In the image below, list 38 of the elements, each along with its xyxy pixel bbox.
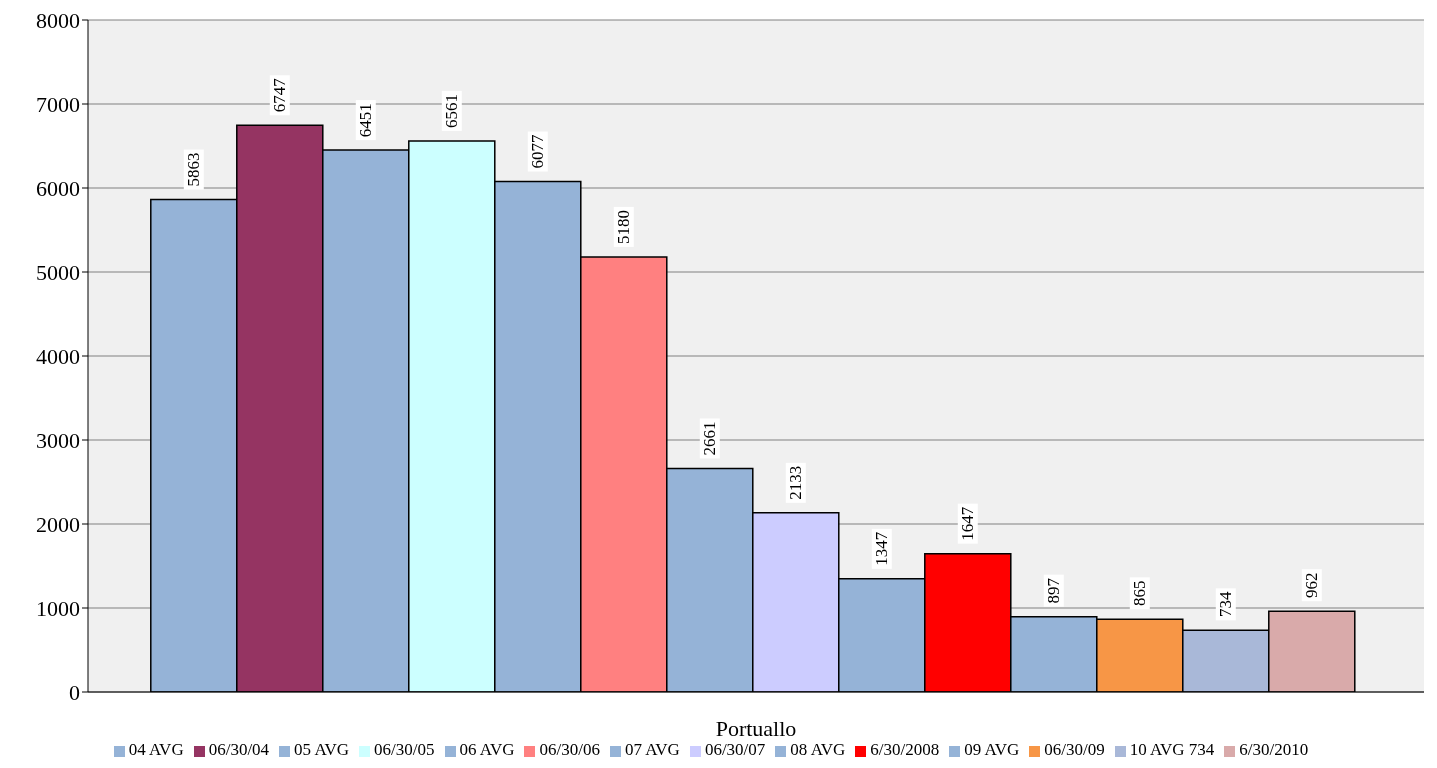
data-label: 1347: [872, 531, 892, 566]
y-tick-label: 6000: [36, 175, 80, 201]
data-label: 6747: [270, 77, 290, 113]
y-tick-label: 1000: [36, 595, 80, 621]
y-tick-label: 3000: [36, 427, 80, 453]
data-label: 6077: [528, 134, 548, 169]
legend-label: 06/30/04: [208, 740, 270, 759]
data-label: 5180: [614, 209, 634, 244]
data-label: 897: [1044, 577, 1064, 604]
y-tick-label: 5000: [36, 259, 80, 285]
data-label: 6451: [356, 103, 376, 138]
data-label: 962: [1302, 572, 1322, 598]
legend-label: 06 AVG: [459, 740, 515, 759]
legend-label: 07 AVG: [624, 740, 680, 759]
y-tick-label: 0: [69, 679, 80, 705]
legend-label: 05 AVG: [294, 740, 350, 759]
legend-label: 06/30/05: [374, 740, 435, 759]
legend-label: 6/30/2010: [1239, 740, 1309, 759]
legend-label: 6/30/2008: [870, 740, 940, 759]
data-label: 865: [1130, 580, 1150, 607]
y-tick-label: 8000: [36, 7, 80, 33]
legend-label: 10 AVG 734: [1129, 740, 1215, 759]
data-label: 2661: [700, 421, 720, 456]
data-label: 734: [1216, 591, 1236, 618]
y-tick-label: 4000: [36, 343, 80, 369]
legend-label: 04 AVG: [128, 740, 184, 759]
legend-label: 06/30/06: [539, 740, 600, 759]
x-tick-label: Portuallo: [715, 715, 797, 741]
legend-label: 08 AVG: [790, 740, 846, 759]
data-label: 2133: [786, 465, 806, 500]
y-tick-label: 2000: [36, 511, 80, 537]
data-label: 1647: [958, 506, 978, 541]
data-label: 6561: [442, 93, 462, 128]
data-label: 5863: [184, 152, 204, 187]
legend-label: 09 AVG: [964, 740, 1020, 759]
legend-label: 06/30/09: [1044, 740, 1105, 759]
legend-label: 06/30/07: [704, 740, 766, 759]
y-tick-label: 7000: [36, 91, 80, 117]
